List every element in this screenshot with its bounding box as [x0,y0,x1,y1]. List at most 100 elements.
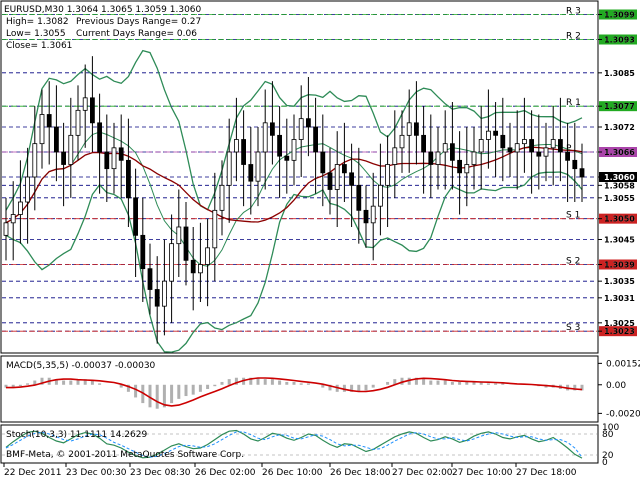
candle-body [233,139,239,153]
candle-body [428,151,434,165]
candle-body [406,122,412,136]
candle-body [111,147,117,170]
macd-tick-label: 0.00152 [606,359,640,369]
price-tick-label: 1.3045 [604,236,635,245]
candle-body [169,243,175,282]
candle-body [507,147,513,153]
candle-body [298,118,304,140]
time-tick-label: 26 Dec 10:00 [262,468,323,478]
candle-body [104,151,110,170]
price-tick-label: 1.3066 [604,148,635,157]
candle-body [522,139,527,145]
candle-body [478,139,484,153]
stoch-tick-label: 20 [602,451,614,461]
candle-body [550,139,556,149]
stoch-tick-label: 80 [602,430,614,440]
candle-body [442,143,448,153]
candle-body [269,122,275,136]
macd-tick-label: -0.00203 [606,409,640,419]
candle-body [226,151,232,186]
candle-body [399,134,405,149]
candle-body [205,247,211,265]
candle-body [385,164,391,186]
symbol-line: EURUSD,M30 1.3064 1.3065 1.3059 1.3060 [4,5,202,15]
pivot-price-label: 1.3099 [604,11,635,20]
current-range: Current Days Range= 0.06 [76,29,197,39]
candle-body [183,226,189,261]
moving-averages [5,146,583,224]
candle-body [154,289,160,307]
candle-body [370,205,376,224]
pivot-price-badge [599,147,637,157]
candle-body [334,164,340,190]
macd-signal-line [6,377,583,407]
stoch-signal-line [5,431,583,458]
price-tick-label: 1.3085 [604,69,635,78]
time-tick-label: 27 Dec 18:00 [516,468,577,478]
candle-body [457,159,463,174]
time-tick-label: 23 Dec 08:30 [130,468,191,478]
candle-body [485,130,491,140]
pivot-price-label: 1.3039 [604,261,635,270]
stoch-panel-frame [0,424,599,464]
candle-body [514,143,520,153]
macd-title: MACD(5,35,5) -0.00037 -0.00030 [6,361,156,371]
close-value: Close= 1.3061 [6,41,72,51]
candle-body [10,214,16,224]
pivot-level-name: S 3 [566,323,580,333]
time-tick-label: 27 Dec 10:00 [452,468,513,478]
candle-body [97,122,102,153]
candle-body [17,201,23,215]
price-tick-label: 1.3072 [604,123,635,132]
price-tick-label: 1.3039 [604,261,635,270]
previous-range: Previous Days Range= 0.27 [76,17,201,27]
pivot-price-label: 1.3066 [604,148,635,157]
candle-body [126,159,131,199]
time-tick-label: 27 Dec 02:00 [392,468,453,478]
price-tick-label: 1.3093 [604,36,635,45]
price-axis: 1.3099 1.3093 1.3085 1.3077 1.3072 1.3066 1.30… [598,11,637,336]
candle-body [248,164,254,182]
candle-body [241,139,247,165]
price-tick-label: 1.3099 [604,11,635,20]
candle-body [262,122,268,153]
stoch-title: Stoch(10,3,3) 11.1111 14.2629 [6,430,147,440]
moving-average-red [5,146,583,224]
candle-body [32,143,38,178]
pivot-level-name: R 2 [566,32,581,42]
price-tick-label: 1.3050 [604,215,635,224]
candle-body [313,126,319,153]
pivot-price-badge [599,34,637,45]
candle-body [219,184,225,211]
candle-body [82,97,88,111]
price-tick-label: 1.3025 [604,319,635,328]
candle-body [147,268,153,290]
candle-body [579,168,585,178]
candle-body [320,151,326,174]
candle-body [140,234,146,270]
candle-body [413,122,419,136]
candle-body [572,159,578,170]
candle-body [392,147,398,165]
macd-indicator: 0.00152 0.00 -0.00203 [4,359,640,419]
current-price-badge [599,172,637,182]
current-price-label: 1.3060 [604,173,635,182]
candle-body [190,259,196,274]
pivot-price-label: 1.3050 [604,215,635,224]
candle-body [356,184,362,211]
candle-body [464,164,470,174]
candle-body [471,151,477,165]
candle-body [341,164,347,174]
price-tick-label: 1.3055 [604,194,635,203]
pivot-level-name: R 3 [566,7,581,17]
bollinger-lower [5,171,583,353]
price-tick-label: 1.3023 [604,327,635,336]
pivot-price-label: 1.3093 [604,36,635,45]
price-tick-label: 1.3077 [604,102,635,111]
time-tick-label: 23 Dec 00:30 [66,468,127,478]
candle-body [3,222,9,236]
candle-body [277,134,283,157]
